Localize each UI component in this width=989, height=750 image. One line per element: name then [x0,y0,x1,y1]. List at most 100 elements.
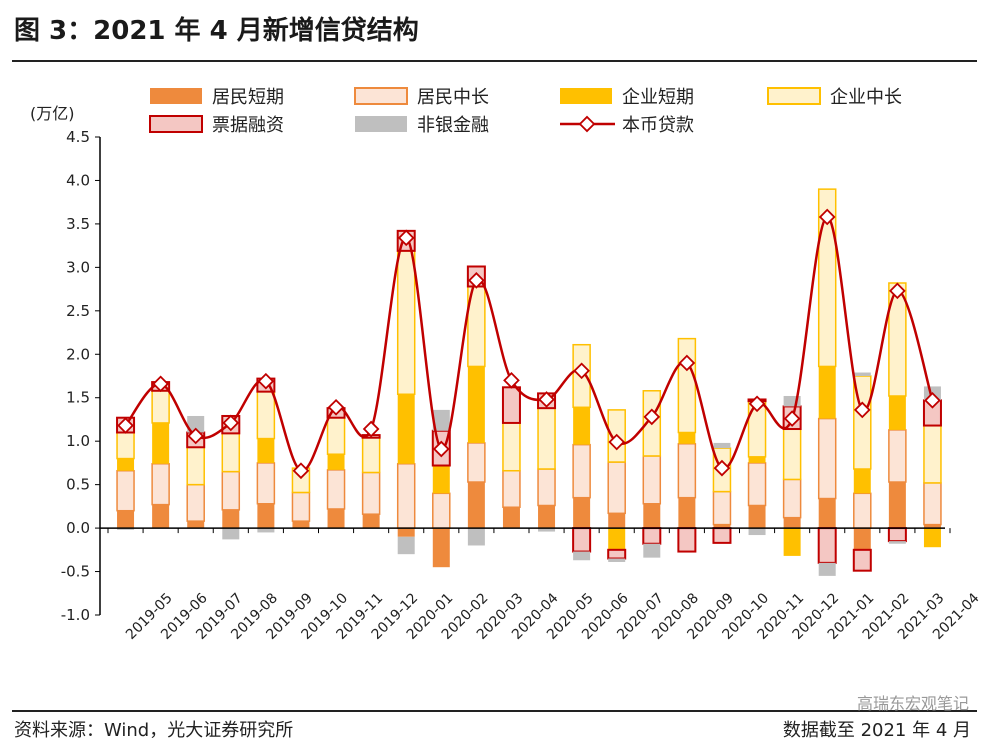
bar-corporate-short [888,395,906,430]
legend-label: 非银金融 [417,115,489,136]
rmb-loans-point [468,272,485,289]
top-rule [12,60,977,62]
bar-corporate-long [817,188,837,368]
rmb-loans-point [397,229,415,247]
rmb-loans-point [503,372,520,389]
bar-bill-financing [852,548,872,572]
bar-household-long [853,492,872,529]
credit-structure-chart: 4.54.03.53.02.52.01.51.00.50.0-0.5-1.0 20… [61,87,983,643]
bar-household-short [713,524,731,529]
bar-nonbank [117,528,135,530]
bar-household-short [397,528,415,537]
rmb-loans-point [152,375,169,393]
bar-household-long [712,490,732,526]
rmb-loans-point [748,395,766,413]
bar-bill-financing [642,527,662,545]
bar-household-short [432,528,450,568]
legend-swatch-marker [578,115,596,133]
legend-swatch [150,88,202,104]
bar-household-long [782,478,802,519]
source-note: 资料来源：Wind，光大证券研究所 [14,720,294,741]
bar-corporate-long [151,390,170,424]
y-tick-label: 0.0 [66,519,90,537]
rmb-loans-point [187,427,205,445]
bar-household-short [783,517,801,529]
y-tick-label: 3.5 [66,215,90,233]
bar-household-long [677,443,697,499]
legend-swatch [149,115,203,133]
bar-household-long [537,468,556,507]
bar-nonbank [432,409,450,431]
bar-nonbank [748,528,766,536]
bar-corporate-short [783,528,801,556]
bar-corporate-long [326,416,346,455]
bar-household-long [291,491,311,522]
bar-household-short [257,503,275,529]
rmb-loans-point [783,410,801,427]
rmb-loans-point [713,459,731,477]
y-tick-label: 1.0 [66,432,90,450]
bar-household-short [467,482,485,529]
bar-household-short [888,482,906,529]
bar-household-long [642,455,662,505]
bar-household-short [923,524,941,529]
bar-corporate-long [923,424,942,484]
bar-bill-financing [501,386,521,424]
bar-corporate-short [117,458,135,471]
bar-household-short [222,509,240,529]
bar-bill-financing [887,527,907,543]
legend-label: 企业中长 [830,87,902,108]
bar-household-short [608,513,626,529]
bar-household-long [396,463,416,529]
bar-corporate-long [677,337,697,434]
bar-corporate-long [396,250,416,396]
y-tick-label: 0.5 [66,476,90,494]
rmb-loans-point [573,362,590,380]
bar-nonbank [713,442,731,449]
y-axis-unit: (万亿) [30,104,75,123]
bar-nonbank [397,536,415,555]
bar-household-long [572,443,591,499]
bar-nonbank [818,562,836,576]
bar-nonbank [608,558,626,562]
bar-corporate-short [432,465,450,494]
bar-corporate-long [537,407,556,470]
legend-label: 居民中长 [417,87,489,108]
bar-nonbank [257,528,275,533]
bar-household-short [853,528,871,550]
bar-corporate-long [502,422,521,472]
rmb-loans-point [432,440,450,458]
legend-swatch [355,116,407,132]
bar-household-long [116,469,135,512]
rmb-loans-point [362,420,380,438]
y-tick-label: 3.0 [66,258,90,276]
bar-nonbank [643,543,661,558]
bar-household-long [607,461,626,515]
bar-household-long [888,429,907,483]
rmb-loans-point [818,208,836,226]
bar-corporate-long [782,428,802,481]
bar-bill-financing [607,548,627,560]
bar-corporate-short [923,528,941,548]
bar-household-long [326,469,346,510]
bar-corporate-short [818,366,836,419]
bar-household-short [538,505,556,529]
bar-bill-financing [817,527,837,564]
rmb-loans-point [608,433,626,451]
bar-nonbank [573,551,591,561]
y-tick-label: 4.0 [66,171,90,189]
bar-corporate-short [678,432,696,444]
legend-label: 票据融资 [212,115,284,136]
watermark-text: 高瑞东宏观笔记 [856,694,969,713]
data-cutoff-note: 数据截至 2021 年 4 月 [782,720,971,741]
bar-household-long [186,483,205,522]
bar-household-long [432,492,451,529]
bar-household-short [362,514,380,529]
bar-household-short [327,508,345,529]
bar-household-long [817,417,837,500]
chart-title: 图 3：2021 年 4 月新增信贷结构 [14,16,419,46]
bar-household-short [187,521,205,529]
bar-nonbank [853,372,871,376]
bars-layer [116,188,942,576]
bar-bill-financing [677,527,697,553]
